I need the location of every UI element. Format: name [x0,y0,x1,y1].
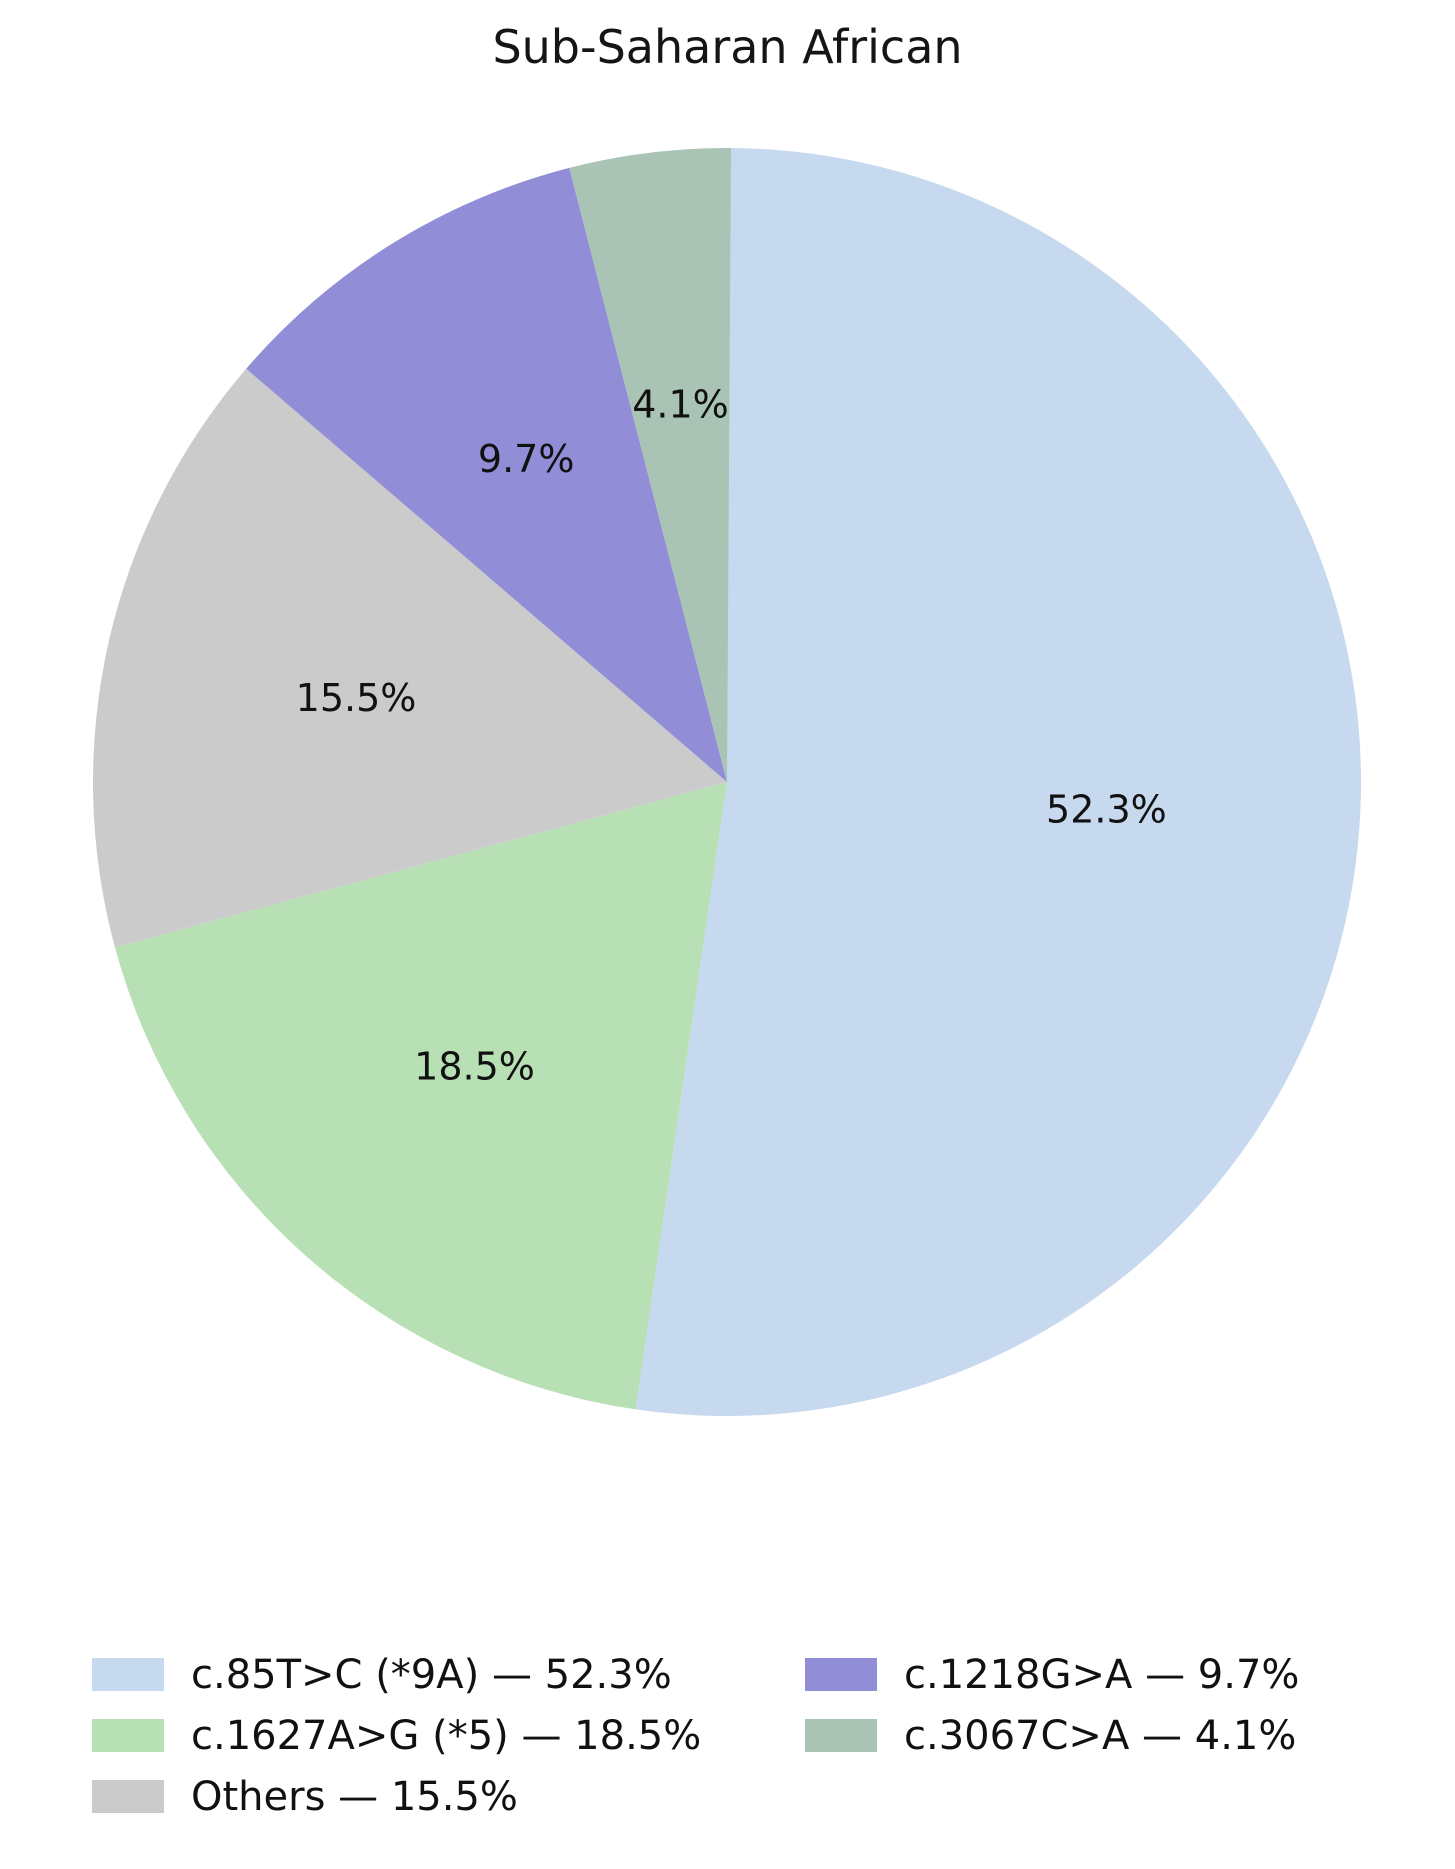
legend-swatch [92,1658,164,1691]
legend-column-2: c.1218G>A — 9.7% c.3067C>A — 4.1% [805,1650,1299,1760]
legend-item: Others — 15.5% [92,1772,701,1821]
pie-slice-3 [93,368,728,948]
pie-slice-1 [635,148,1362,1416]
legend-item: c.1218G>A — 9.7% [805,1650,1299,1699]
pct-label-1: 52.3% [1046,788,1167,832]
legend-label: Others — 15.5% [191,1773,518,1820]
pie-slice-4 [246,167,727,783]
pct-label-4: 9.7% [478,437,575,481]
legend-swatch [92,1719,164,1752]
legend-swatch [805,1658,877,1691]
pie-slice-2 [114,782,727,1410]
pie-slice-5 [569,147,731,782]
legend-item: c.1627A>G (*5) — 18.5% [92,1711,701,1760]
legend-swatch [92,1780,164,1813]
legend-item: c.3067C>A — 4.1% [805,1711,1299,1760]
legend-column-1: c.85T>C (*9A) — 52.3% c.1627A>G (*5) — 18… [92,1650,701,1821]
pct-label-2: 18.5% [414,1045,535,1089]
legend-swatch [805,1719,877,1752]
legend-label: c.1218G>A — 9.7% [904,1651,1300,1698]
legend-label: c.85T>C (*9A) — 52.3% [191,1651,672,1698]
pct-label-3: 15.5% [296,676,417,720]
legend-item: c.85T>C (*9A) — 52.3% [92,1650,701,1699]
chart-title: Sub-Saharan African [492,20,963,74]
legend-label: c.3067C>A — 4.1% [904,1712,1297,1759]
pct-label-5: 4.1% [632,383,729,427]
legend-label: c.1627A>G (*5) — 18.5% [191,1712,702,1759]
